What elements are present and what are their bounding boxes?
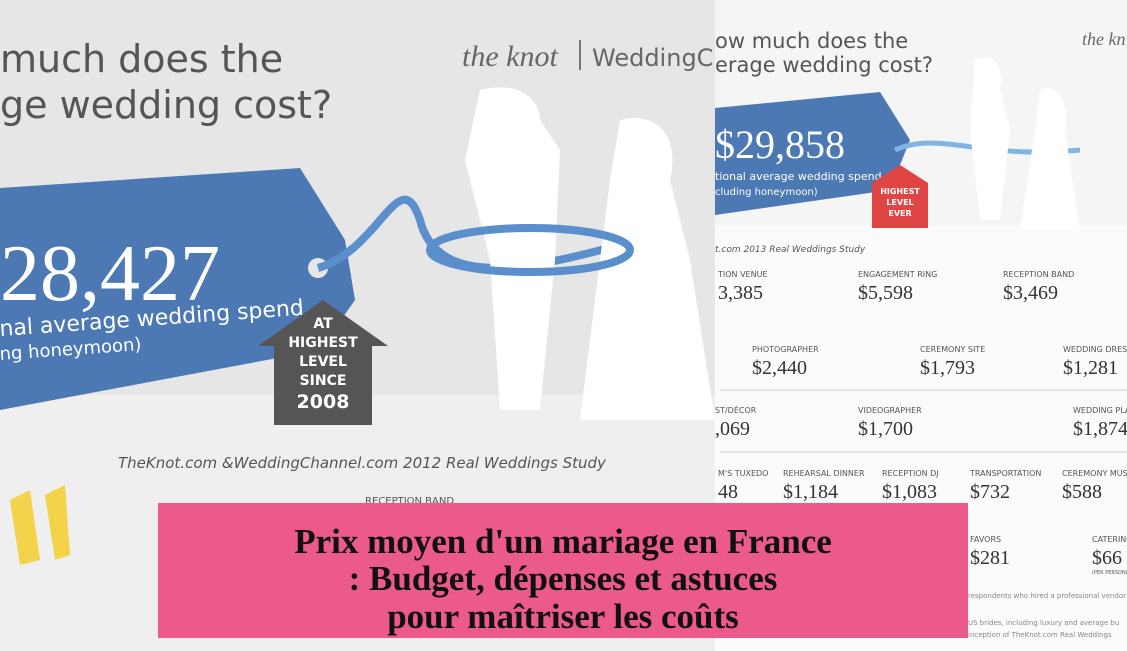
badge-text: HIGHEST <box>288 335 358 351</box>
source: t.com 2013 Real Weddings Study <box>715 245 866 255</box>
footnote: US brides, including luxury and average … <box>968 619 1119 627</box>
item-value: $5,598 <box>858 282 913 304</box>
item-label: CATERING <box>1092 535 1127 544</box>
item-label: FAVORS <box>970 535 1001 544</box>
item-value: ,069 <box>715 418 750 440</box>
item-value: 48 <box>718 481 738 503</box>
heading: much does the <box>0 37 283 81</box>
item-value: $281 <box>970 547 1010 569</box>
item-label: ENGAGEMENT RING <box>858 270 937 279</box>
item-label: PHOTOGRAPHER <box>752 345 819 354</box>
item-note: (PER PERSON) <box>1092 570 1127 576</box>
item-value: $588 <box>1062 481 1102 503</box>
item-value: $1,874 <box>1073 418 1127 440</box>
logo: the kn <box>1082 29 1125 49</box>
badge: HIGHEST LEVEL EVER <box>880 187 920 218</box>
caption: tional average wedding spend <box>715 170 882 183</box>
heading: ow much does the <box>715 29 908 53</box>
badge-text: SINCE <box>300 373 347 389</box>
item-label: CEREMONY SITE <box>920 345 985 354</box>
item-value: $66 <box>1092 547 1122 569</box>
item-label: WEDDING PLA <box>1073 406 1127 415</box>
title: Prix moyen d'un mariage en France <box>294 522 832 561</box>
source: TheKnot.com &WeddingChannel.com 2012 Rea… <box>118 454 607 472</box>
item-label: REHEARSAL DINNER <box>783 469 865 478</box>
item-label: TION VENUE <box>717 270 768 279</box>
badge-text: AT <box>313 316 333 332</box>
item-label: ST/DÉCOR <box>715 404 757 415</box>
item-value: $1,184 <box>783 481 838 503</box>
item-value: 3,385 <box>718 282 763 304</box>
heading: ge wedding cost? <box>0 83 332 127</box>
item-label: WEDDING DRESS <box>1063 345 1127 354</box>
amount: 28,427 <box>0 230 220 318</box>
item-value: $1,793 <box>920 357 975 379</box>
badge: AT HIGHEST LEVEL SINCE 2008 <box>288 316 358 413</box>
logo: WeddingCh <box>592 44 729 72</box>
footnote: respondents who hired a professional ven… <box>968 592 1127 600</box>
logo: the knot <box>462 40 558 73</box>
item-value: $732 <box>970 481 1010 503</box>
amount: $29,858 <box>715 122 845 167</box>
item-value: $1,700 <box>858 418 913 440</box>
badge-text: 2008 <box>297 391 350 413</box>
item-label: RECEPTION BAND <box>1003 270 1074 279</box>
title: pour maîtriser les coûts <box>387 597 739 636</box>
heading: erage wedding cost? <box>715 53 933 77</box>
item-label: M'S TUXEDO <box>718 469 768 478</box>
title-box <box>158 503 968 638</box>
badge-text: EVER <box>888 209 911 218</box>
title: : Budget, dépenses et astuces <box>349 559 778 598</box>
item-label: CEREMONY MUSIC <box>1062 469 1127 478</box>
badge-text: LEVEL <box>886 198 913 207</box>
item-label: RECEPTION DJ <box>882 469 939 478</box>
item-label: TRANSPORTATION <box>969 469 1041 478</box>
cost-items: TION VENUE 3,385 ENGAGEMENT RING $5,598 RECE… <box>715 270 1127 576</box>
item-label: RECEPTION BAND <box>365 496 454 507</box>
item-value: $1,083 <box>882 481 937 503</box>
item-value: $1,281 <box>1063 357 1118 379</box>
item-value: $2,440 <box>752 357 807 379</box>
item-label: VIDEOGRAPHER <box>858 406 922 415</box>
item-value: $3,469 <box>1003 282 1058 304</box>
badge-text: LEVEL <box>299 354 347 370</box>
note: cluding honeymoon) <box>715 187 818 198</box>
badge-text: HIGHEST <box>880 187 920 196</box>
footnote: inception of TheKnot.com Real Weddings <box>968 631 1112 639</box>
